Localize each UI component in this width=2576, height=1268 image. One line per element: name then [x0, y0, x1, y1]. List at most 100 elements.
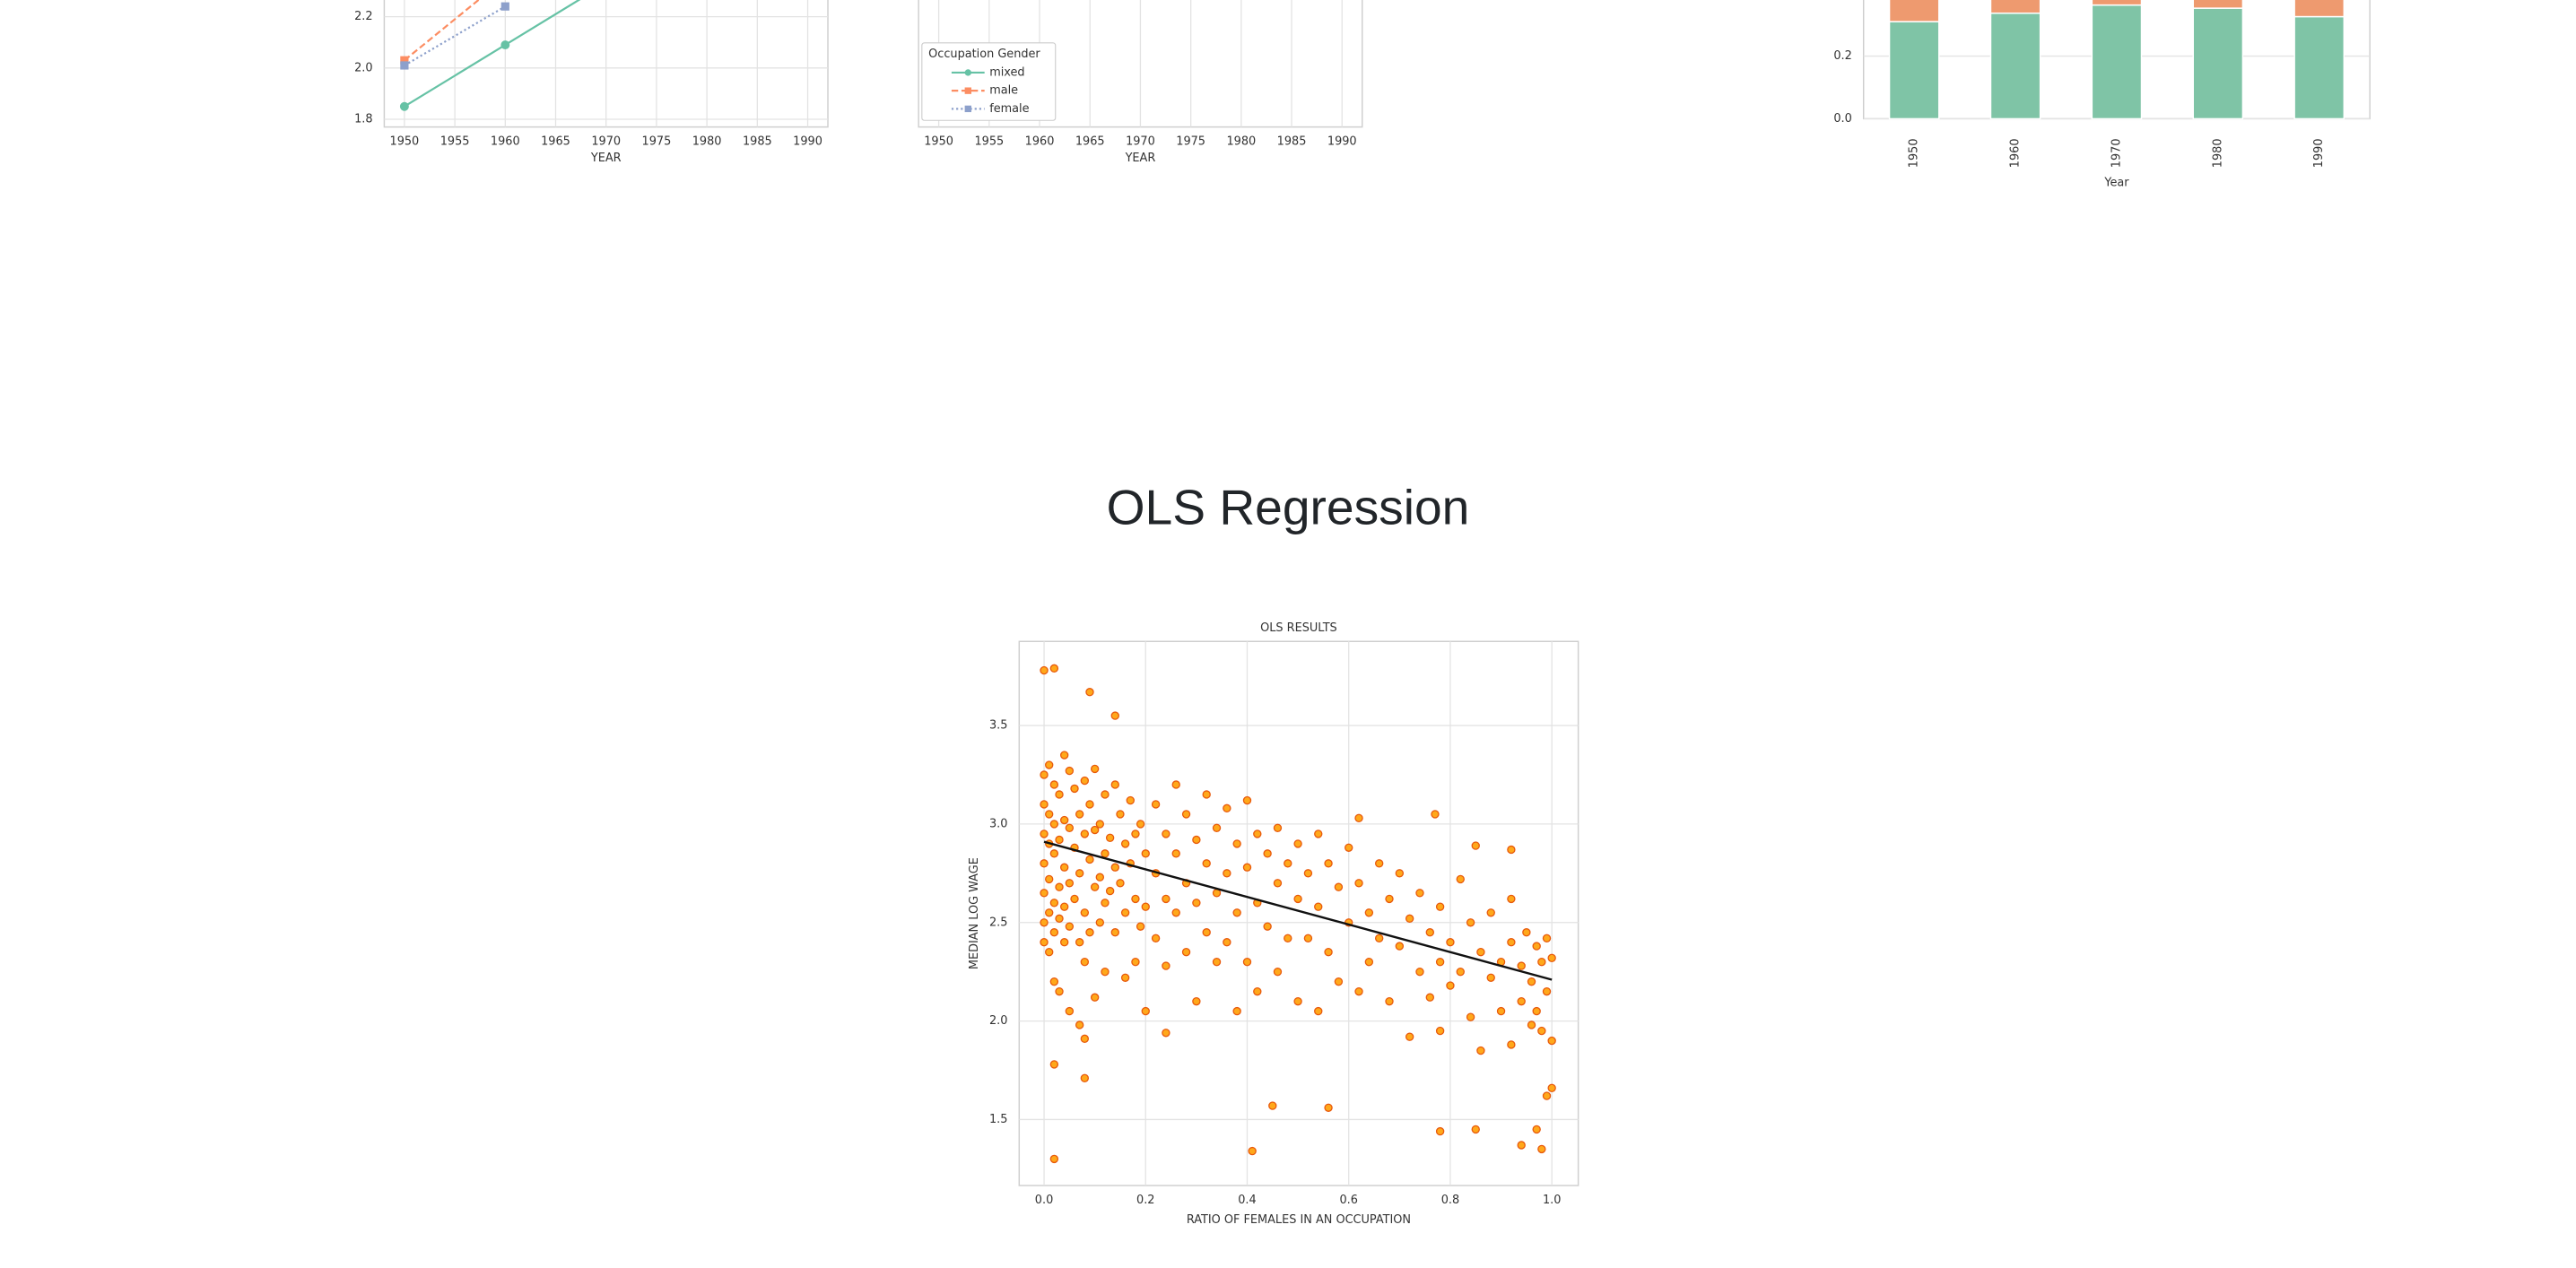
scatter-point	[1364, 958, 1374, 967]
scatter-point	[1136, 922, 1145, 931]
scatter-point	[1055, 986, 1064, 996]
scatter-point	[1105, 886, 1115, 896]
scatter-point	[1055, 790, 1064, 799]
scatter-point	[1181, 948, 1191, 957]
scatter-point	[1040, 918, 1049, 927]
bar-segment	[1989, 12, 2041, 120]
scatter-point	[1517, 996, 1526, 1006]
scatter-point	[1303, 869, 1313, 878]
x-tick-label: 1990	[1327, 135, 1357, 149]
y-tick-label: 0.2	[1833, 49, 1851, 63]
x-axis-label: RATIO OF FEMALES IN AN OCCUPATION	[1187, 1213, 1411, 1227]
y-tick-label: 0.0	[1833, 112, 1851, 126]
scatter-point	[1101, 899, 1110, 908]
regression-line	[1043, 840, 1553, 981]
x-tick-label: 1975	[1176, 135, 1205, 149]
scatter-point	[1040, 829, 1049, 838]
scatter-point	[1116, 879, 1125, 888]
scatter-point	[1314, 902, 1323, 911]
scatter-point	[1517, 961, 1526, 970]
scatter-point	[1405, 914, 1414, 924]
scatter-point	[1105, 833, 1115, 842]
legend-label: mixed	[989, 65, 1024, 79]
scatter-point	[1507, 1040, 1516, 1049]
scatter-point	[1181, 810, 1191, 819]
scatter-point	[1253, 986, 1262, 996]
scatter-point	[1095, 918, 1105, 927]
scatter-point	[1446, 938, 1455, 947]
scatter-point	[1263, 922, 1272, 931]
bar-segment	[1888, 0, 1940, 22]
scatter-point	[1065, 1006, 1075, 1016]
scatter-point	[1284, 859, 1292, 868]
scatter-point	[1110, 928, 1119, 937]
scatter-point	[1527, 977, 1536, 986]
x-axis-label: Year	[2103, 177, 2129, 190]
scatter-point	[1293, 839, 1302, 848]
scatter-point	[1090, 764, 1100, 774]
scatter-point	[1334, 882, 1344, 891]
scatter-point	[1059, 751, 1069, 760]
scatter-point	[1517, 1141, 1526, 1150]
scatter-point	[1395, 869, 1405, 878]
scatter-point	[1040, 859, 1049, 868]
scatter-point	[1090, 825, 1100, 835]
scatter-point	[1120, 973, 1130, 982]
scatter-point	[1090, 882, 1100, 891]
x-tick-label: 1990	[2312, 138, 2326, 168]
scatter-point	[1040, 938, 1049, 947]
scatter-point	[1126, 795, 1135, 805]
x-tick-label: 1980	[2211, 138, 2224, 168]
scatter-point	[1110, 711, 1119, 720]
scatter-point	[1273, 823, 1283, 833]
x-axis-label: YEAR	[590, 152, 622, 165]
scatter-point	[1162, 894, 1171, 904]
point-marker	[399, 101, 409, 111]
scatter-point	[1232, 839, 1241, 848]
scatter-point	[1059, 815, 1069, 825]
scatter-point	[1405, 1032, 1414, 1041]
y-tick-label: 3.5	[989, 719, 1007, 733]
scatter-point	[1212, 958, 1222, 967]
scatter-point	[1080, 908, 1090, 917]
scatter-point	[1486, 908, 1495, 917]
scatter-point	[1141, 902, 1150, 911]
scatter-point	[1537, 1026, 1546, 1036]
scatter-point	[1080, 1073, 1090, 1082]
scatter-point	[1446, 981, 1455, 990]
legend-label: male	[989, 84, 1018, 98]
scatter-point	[1324, 948, 1333, 957]
scatter-point	[1075, 810, 1084, 819]
scatter-point	[1547, 1083, 1556, 1092]
y-tick-label: 2.5	[989, 916, 1007, 929]
scatter-point	[1151, 934, 1161, 943]
scatter-point	[1080, 829, 1090, 838]
scatter-point	[1055, 835, 1064, 845]
x-tick-label: 1980	[692, 135, 722, 149]
scatter-point	[1223, 803, 1231, 813]
scatter-point	[1085, 800, 1094, 809]
scatter-point	[1435, 902, 1445, 911]
scatter-point	[1354, 986, 1363, 996]
scatter-point	[1040, 800, 1049, 809]
scatter-point	[1059, 863, 1069, 872]
scatter-point	[1268, 1101, 1277, 1110]
legend-marker	[964, 87, 971, 94]
x-tick-label: 1970	[1126, 135, 1155, 149]
scatter-point	[1435, 958, 1445, 967]
scatter-point	[1303, 934, 1313, 943]
x-tick-label: 1985	[1277, 135, 1307, 149]
scatter-point	[1040, 665, 1049, 675]
scatter-point	[1532, 1125, 1541, 1134]
scatter-point	[1055, 882, 1064, 891]
x-tick-label: 1990	[793, 135, 822, 149]
x-tick-label: 1965	[1075, 135, 1105, 149]
scatter-point	[1101, 849, 1110, 858]
scatter-point	[1527, 1020, 1536, 1029]
scatter-point	[1293, 996, 1302, 1006]
scatter-point	[1045, 948, 1054, 957]
scatter-point	[1049, 664, 1059, 673]
scatter-point	[1085, 855, 1094, 864]
